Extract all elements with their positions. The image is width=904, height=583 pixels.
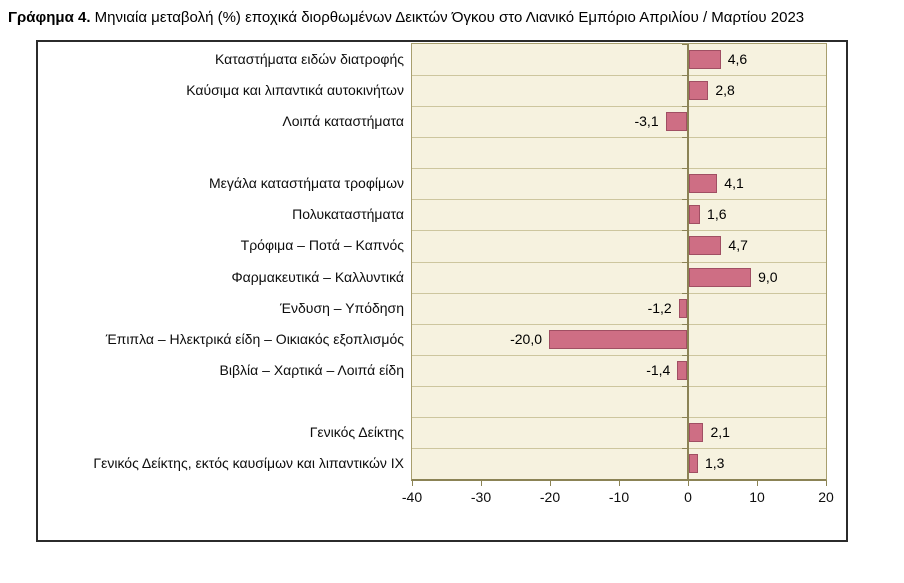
gridline: [412, 447, 826, 449]
chart-title: Γράφημα 4. Μηνιαία μεταβολή (%) εποχικά …: [8, 9, 804, 26]
value-label: 4,6: [727, 51, 748, 68]
zero-axis-tick: [682, 447, 687, 449]
value-label: -3,1: [634, 113, 659, 130]
bar: [689, 50, 721, 70]
bar: [689, 453, 698, 473]
gridline: [412, 75, 826, 77]
zero-axis-tick: [682, 106, 687, 108]
value-label: -20,0: [510, 330, 542, 347]
zero-axis-tick: [682, 323, 687, 325]
chart-title-number: Γράφημα 4.: [8, 9, 91, 26]
zero-axis-line: [687, 44, 689, 479]
zero-axis-tick: [682, 137, 687, 139]
x-tick-label: 20: [818, 489, 834, 505]
x-axis-tick: [481, 481, 482, 486]
bar: [689, 422, 704, 442]
bar: [689, 267, 752, 287]
value-label: 2,8: [715, 82, 735, 99]
x-tick-label: -30: [470, 489, 492, 505]
zero-axis-tick: [682, 354, 687, 356]
x-axis-tick: [412, 481, 413, 486]
zero-axis-tick: [682, 199, 687, 201]
value-label: 4,1: [724, 175, 744, 192]
zero-axis-tick: [682, 261, 687, 263]
zero-axis-tick: [682, 385, 687, 387]
category-label: Πολυκαταστήματα: [292, 206, 404, 223]
gridline: [412, 230, 826, 232]
bar: [689, 236, 722, 256]
value-label: 1,6: [707, 206, 727, 223]
gridline: [412, 354, 826, 356]
x-axis-tick: [688, 481, 689, 486]
gridline: [412, 106, 826, 108]
value-label: 1,3: [704, 454, 725, 471]
bar: [689, 205, 701, 225]
x-axis-tick: [826, 481, 827, 486]
value-label: 9,0: [758, 268, 778, 285]
category-label: Ένδυση – Υπόδηση: [280, 299, 404, 316]
category-label: Καύσιμα και λιπαντικά αυτοκινήτων: [186, 82, 404, 99]
category-label: Γενικός Δείκτης: [309, 423, 404, 440]
category-label: Τρόφιμα – Ποτά – Καπνός: [240, 237, 404, 254]
category-label: Μεγάλα καταστήματα τροφίμων: [208, 175, 404, 192]
gridline: [412, 385, 826, 387]
bar: [677, 360, 687, 380]
x-tick-label: 10: [749, 489, 765, 505]
gridline: [412, 261, 826, 263]
chart-frame: 4,6 2,8 -3,1 4,1 1,6 4,7 9,0 -1,2 -20,0 -1,4 2,1 1,…: [36, 40, 848, 542]
gridline: [412, 416, 826, 418]
value-label: 2,1: [710, 423, 730, 440]
value-label: 4,7: [728, 237, 748, 254]
bar: [549, 329, 687, 349]
zero-axis-tick: [682, 75, 687, 77]
category-label: Καταστήματα ειδών διατροφής: [215, 51, 404, 68]
bar: [665, 112, 687, 132]
zero-axis-tick: [682, 416, 687, 418]
gridline: [412, 137, 826, 139]
gridline: [412, 323, 826, 325]
x-axis-tick: [619, 481, 620, 486]
category-label: Φαρμακευτικά – Καλλυντικά: [231, 268, 404, 285]
bar: [689, 174, 718, 194]
bar: [678, 298, 687, 318]
zero-axis-tick: [682, 168, 687, 170]
x-tick-label: -10: [608, 489, 630, 505]
x-tick-label: -20: [539, 489, 561, 505]
category-label: Γενικός Δείκτης, εκτός καυσίμων και λιπα…: [93, 454, 404, 471]
gridline: [412, 168, 826, 170]
x-axis-tick: [757, 481, 758, 486]
x-tick-label: 0: [684, 489, 692, 505]
gridline: [412, 199, 826, 201]
x-axis-tick: [550, 481, 551, 486]
category-label: Έπιπλα – Ηλεκτρικά είδη – Οικιακός εξοπλ…: [105, 330, 404, 347]
zero-axis-tick: [682, 292, 687, 294]
chart-title-text: Μηνιαία μεταβολή (%) εποχικά διορθωμένων…: [90, 9, 805, 26]
value-label: -1,4: [646, 361, 671, 378]
value-label: -1,2: [647, 299, 672, 316]
category-label: Λοιπά καταστήματα: [282, 113, 404, 130]
category-label: Βιβλία – Χαρτικά – Λοιπά είδη: [219, 361, 404, 378]
gridline: [412, 292, 826, 294]
zero-axis-tick: [682, 44, 687, 45]
zero-axis-tick: [682, 230, 687, 232]
bar: [689, 81, 709, 101]
plot-area: 4,6 2,8 -3,1 4,1 1,6 4,7 9,0 -1,2 -20,0 -1,4 2,1 1,…: [411, 43, 827, 481]
x-tick-label: -40: [401, 489, 423, 505]
